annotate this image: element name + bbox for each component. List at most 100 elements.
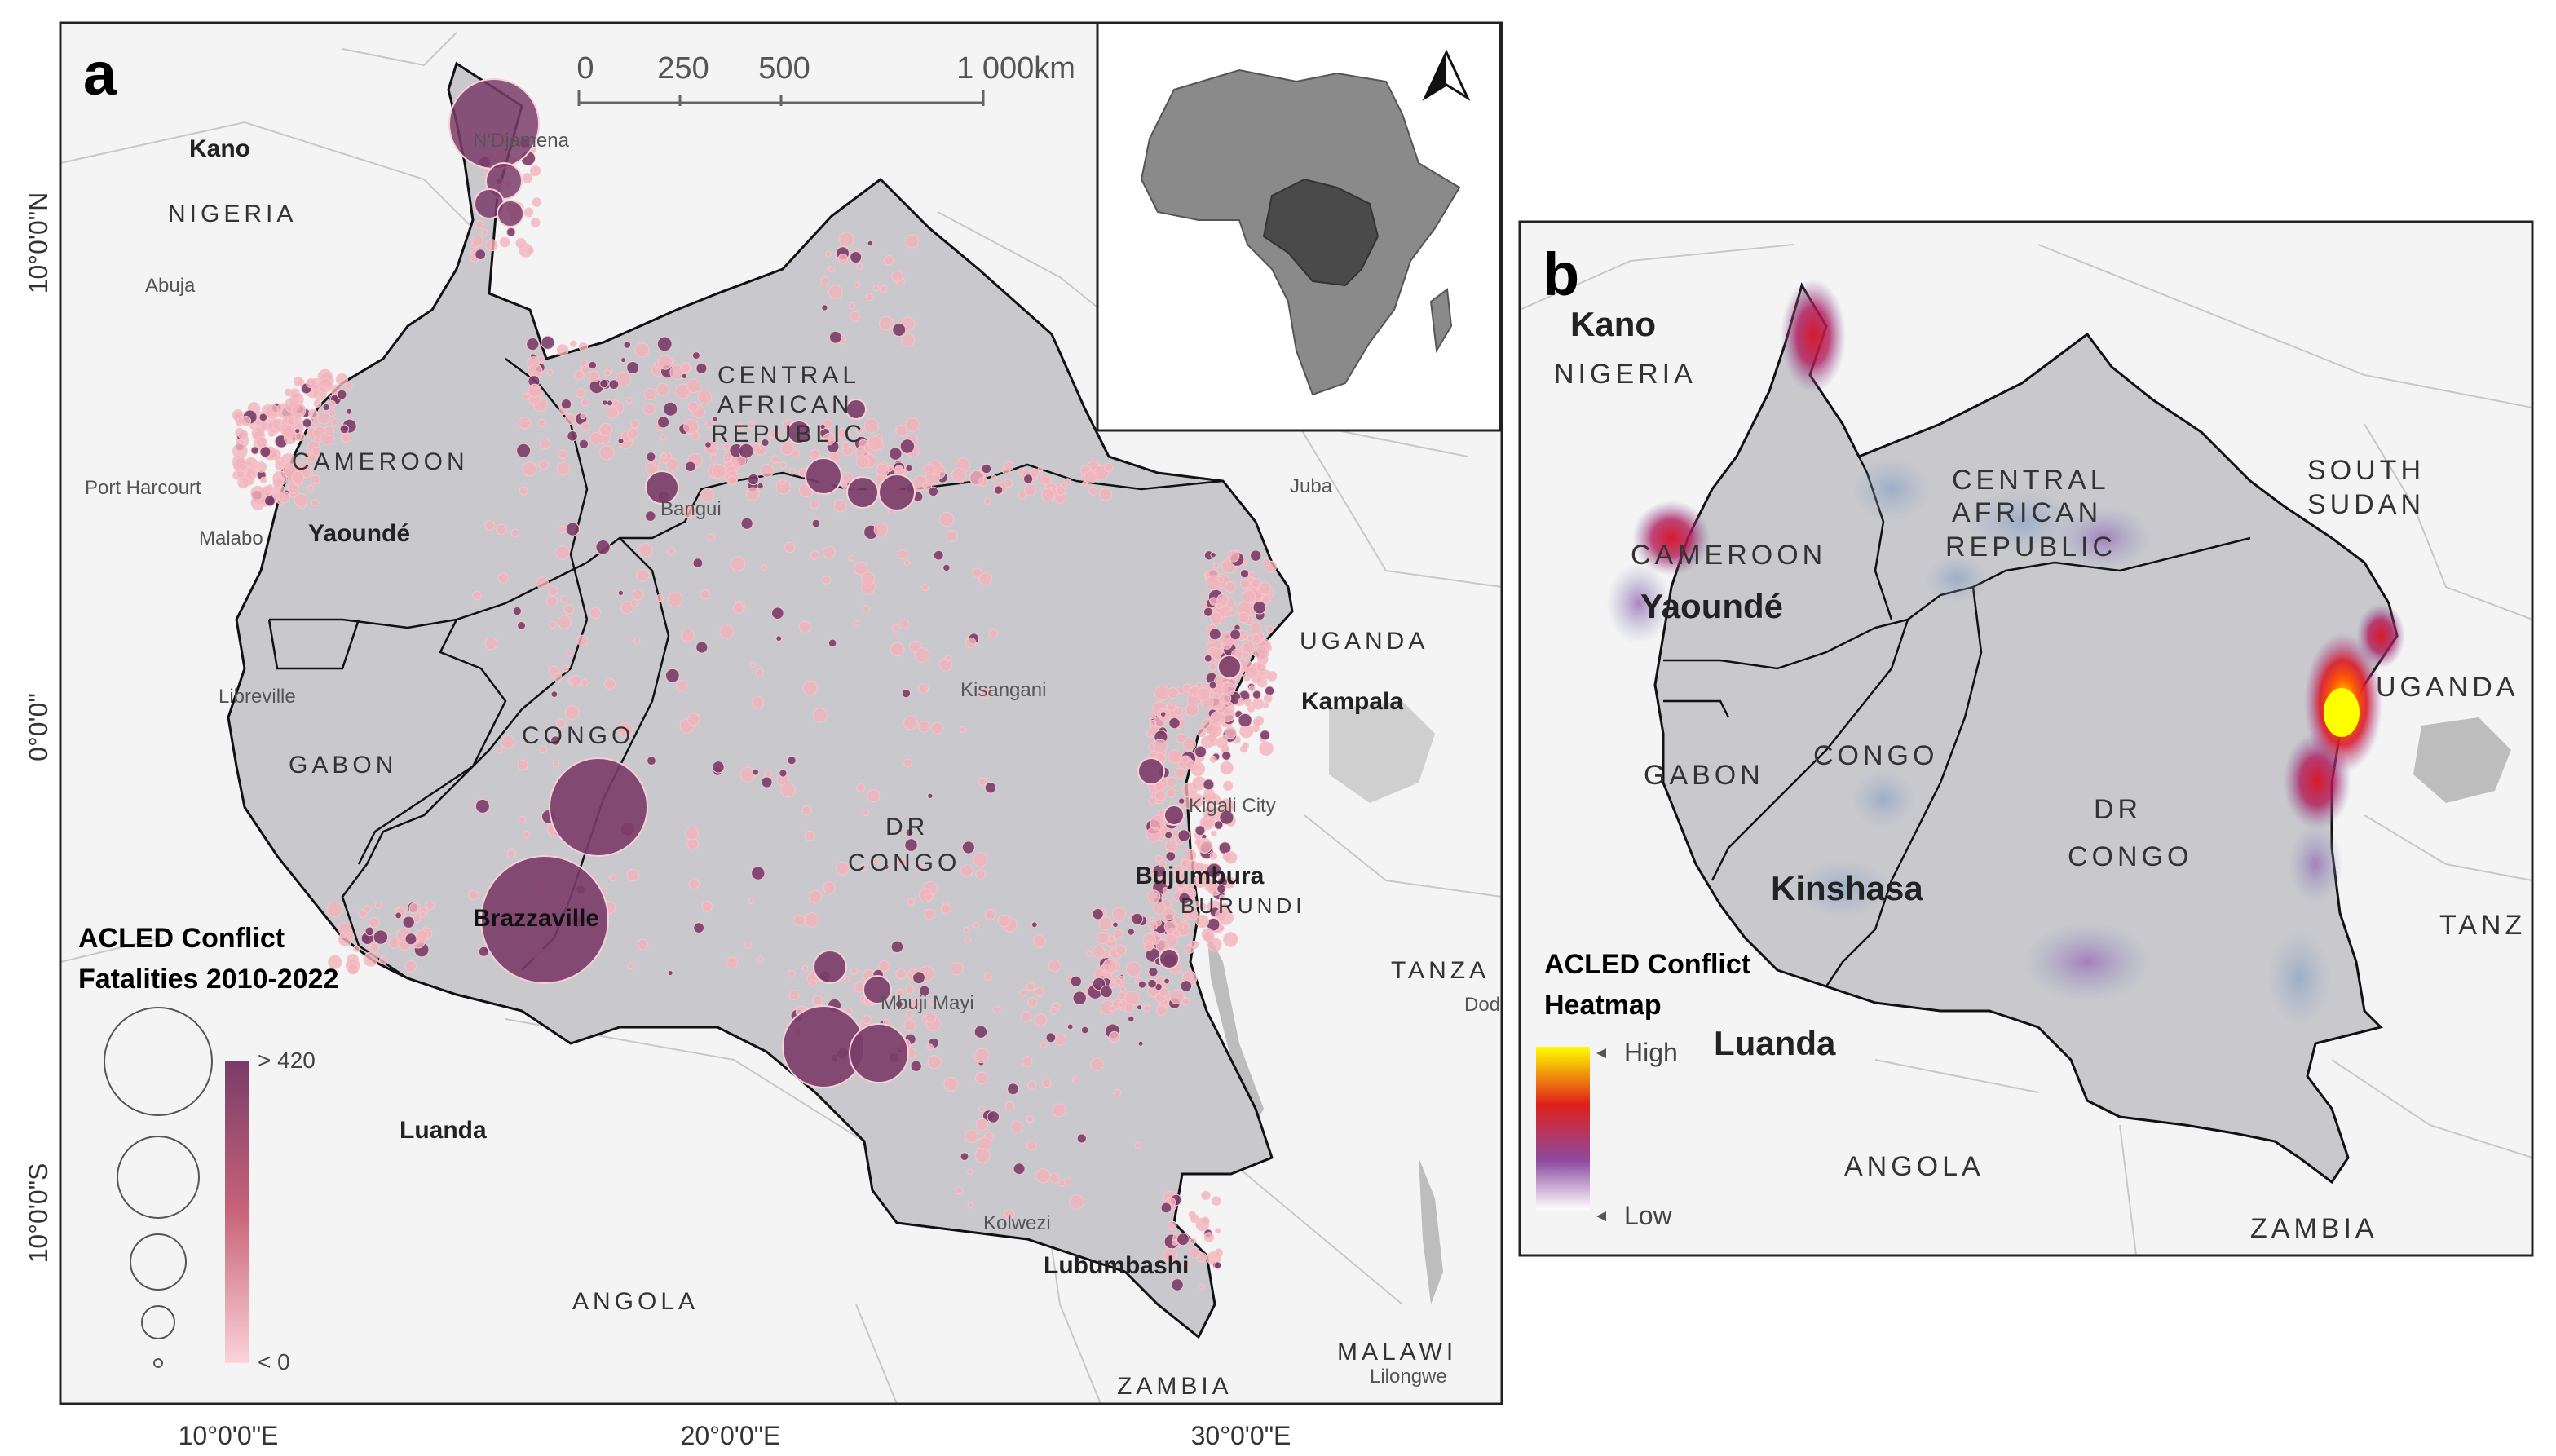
conflict-event-dot [523, 830, 531, 839]
conflict-event-dot [620, 357, 627, 364]
heat-hotspot-beni [2324, 688, 2360, 737]
heat-kivu-south [2288, 823, 2343, 905]
panel-b: b NIGERIA CAMEROON CENTRAL AFRICAN REPUB… [1518, 220, 2534, 1257]
conflict-event-dot [960, 864, 973, 877]
conflict-event-dot [1259, 741, 1274, 757]
conflict-event-dot [558, 525, 567, 534]
background-borders-b [1520, 244, 2532, 1255]
conflict-event-dot [259, 446, 271, 458]
conflict-event-dot [863, 418, 880, 434]
conflict-event-dot [760, 464, 775, 478]
conflict-event-dot [855, 426, 863, 435]
conflict-event-dot [872, 858, 880, 864]
conflict-event-dot [821, 304, 828, 311]
conflict-event-dot [310, 474, 320, 485]
conflict-event-dot [258, 413, 268, 422]
conflict-event-dot [1030, 468, 1040, 478]
conflict-event-dot [983, 497, 991, 505]
conflict-event-dot [839, 232, 854, 247]
conflict-event-dot [1032, 934, 1047, 948]
conflict-event-dot [373, 929, 389, 945]
conflict-event-dot [801, 805, 812, 816]
conflict-event-dot [1177, 829, 1190, 842]
conflict-event-dot [603, 369, 611, 377]
conflict-event-dot [1216, 576, 1225, 584]
conflict-event-dot [1176, 733, 1186, 743]
conflict-event-dot [262, 485, 273, 496]
conflict-event-dot [780, 441, 795, 456]
conflict-event-dot [539, 438, 551, 450]
conflict-event-dot [637, 938, 649, 951]
conflict-event-dot [931, 721, 944, 735]
conflict-event-dot [345, 382, 353, 390]
conflict-event-dot [1194, 901, 1200, 907]
conflict-event-dot [471, 235, 483, 247]
conflict-event-dot [973, 852, 988, 867]
conflict-event-dot [927, 1055, 942, 1070]
conflict-event-dot [997, 914, 1011, 928]
event-bubble-bangui-west [645, 470, 679, 505]
conflict-event-dot [475, 220, 484, 230]
conflict-event-dot [867, 240, 874, 247]
axis-lat-10s: 10°0'0"S [24, 1163, 53, 1264]
label-zambia: ZAMBIA [1117, 1373, 1233, 1400]
conflict-event-dot [364, 926, 375, 937]
conflict-event-dot [1227, 550, 1240, 563]
conflict-event-dot [369, 916, 380, 929]
conflict-event-dot [1100, 985, 1113, 999]
conflict-event-dot [1035, 1168, 1051, 1184]
conflict-event-dot [588, 360, 597, 370]
conflict-event-dot [972, 567, 983, 579]
label-b-tanzania: TANZ [2439, 910, 2526, 941]
conflict-event-dot [656, 336, 673, 352]
conflict-event-dot [1195, 914, 1210, 929]
conflict-event-dot [512, 606, 522, 616]
conflict-event-dot [1147, 889, 1161, 903]
conflict-event-dot [747, 473, 760, 486]
conflict-event-dot [1203, 1232, 1215, 1242]
conflict-event-dot [1178, 892, 1191, 905]
conflict-event-dot [308, 408, 319, 419]
heat-car-east [2055, 505, 2152, 571]
conflict-event-dot [1243, 641, 1256, 654]
conflict-event-dot [563, 604, 575, 615]
conflict-event-dot [1196, 687, 1211, 701]
label-car-1: CENTRAL [717, 362, 860, 389]
conflict-event-dot [828, 330, 842, 344]
conflict-event-dot [842, 472, 854, 483]
conflict-event-dot [1109, 1005, 1116, 1012]
conflict-event-dot [946, 530, 958, 542]
conflict-event-dot [960, 1152, 969, 1161]
conflict-event-dot [1167, 1220, 1177, 1231]
conflict-event-dot [339, 424, 350, 435]
conflict-event-dot [1194, 838, 1202, 845]
event-bubble-kasai-3 [813, 950, 847, 984]
conflict-event-dot [1263, 694, 1273, 704]
axis-lon-10e: 10°0'0"E [179, 1421, 279, 1450]
conflict-event-dot [1210, 711, 1225, 726]
conflict-event-dot [1147, 978, 1157, 989]
conflict-event-dot [484, 520, 496, 532]
conflict-event-dot [903, 715, 918, 730]
conflict-event-dot [608, 379, 620, 390]
conflict-event-dot [415, 929, 429, 943]
conflict-event-dot [707, 533, 715, 541]
conflict-event-dot [691, 351, 700, 360]
label-nigeria: NIGERIA [168, 201, 297, 227]
legend-title-line1: ACLED Conflict [78, 923, 285, 954]
conflict-event-dot [1174, 916, 1183, 925]
conflict-event-dot [755, 668, 765, 677]
conflict-event-dot [546, 596, 558, 607]
conflict-event-dot [497, 748, 503, 754]
conflict-event-dot [630, 419, 640, 429]
conflict-event-dot [967, 1168, 973, 1175]
label-b-yaounde: Yaoundé [1640, 587, 1783, 625]
legend-size-tiny [153, 1358, 163, 1368]
conflict-event-dot [757, 482, 764, 490]
label-b-car-2: AFRICAN [1952, 497, 2102, 528]
conflict-event-dot [686, 378, 701, 394]
conflict-event-dot [681, 373, 687, 379]
conflict-event-dot [973, 1025, 988, 1039]
conflict-event-dot [564, 413, 576, 426]
conflict-event-dot [599, 423, 613, 436]
